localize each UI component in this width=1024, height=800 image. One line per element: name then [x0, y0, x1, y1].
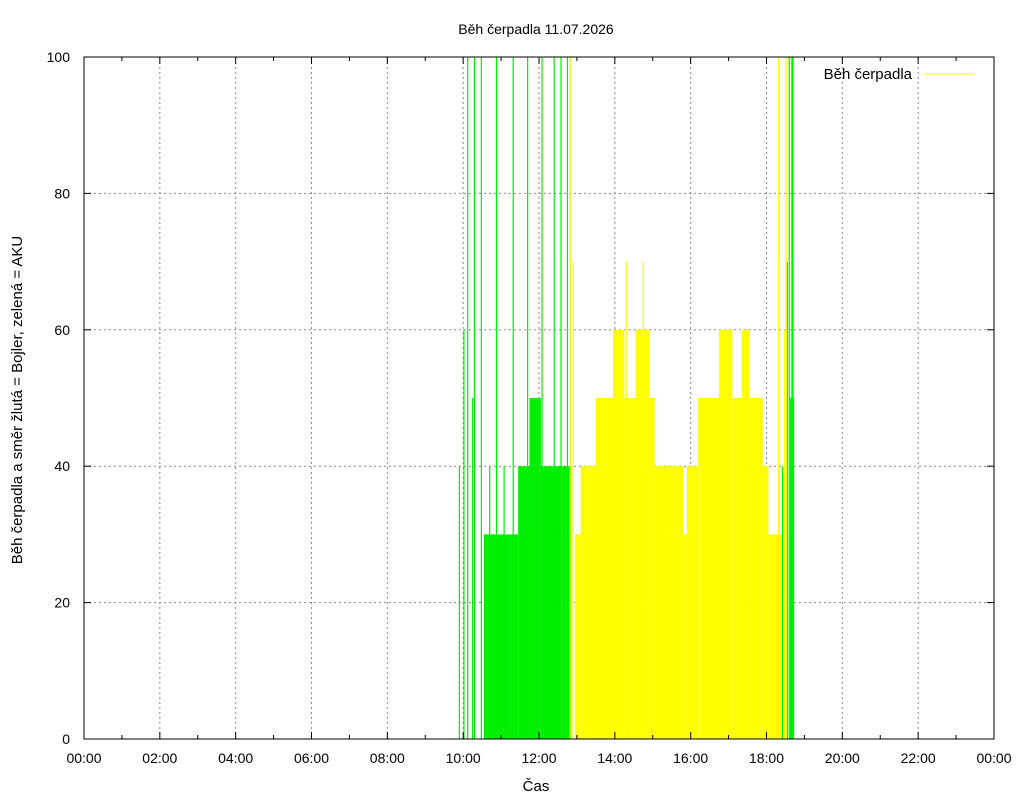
x-tick-label: 18:00 — [749, 750, 784, 766]
data-bars — [458, 57, 795, 739]
x-tick-label: 22:00 — [901, 750, 936, 766]
aku-run-block — [510, 534, 519, 739]
bojler-run-block — [719, 329, 733, 739]
bojler-run-block — [595, 398, 613, 739]
bojler-run-block — [749, 398, 763, 739]
y-tick-label: 100 — [47, 49, 71, 65]
bojler-run-block — [686, 466, 699, 739]
x-tick-label: 20:00 — [825, 750, 860, 766]
bojler-run-block — [580, 466, 596, 739]
bojler-run-block — [654, 466, 684, 739]
y-axis-title: Běh čerpadla a směr žlutá = Bojler, zele… — [9, 236, 26, 565]
bojler-run-block — [648, 398, 655, 739]
bojler-run-block — [683, 534, 687, 739]
x-tick-label: 06:00 — [294, 750, 329, 766]
x-tick-label: 10:00 — [446, 750, 481, 766]
axis-ticks: 00:00 02:00 04:00 06:00 08:00 10:00 12:00 14:00… — [47, 49, 1012, 766]
legend-label: Běh čerpadla — [824, 66, 913, 83]
legend: Běh čerpadla — [824, 66, 974, 83]
bojler-run-block — [698, 398, 720, 739]
aku-run-block — [529, 398, 541, 739]
x-tick-label: 08:00 — [370, 750, 405, 766]
x-tick-label: 12:00 — [521, 750, 556, 766]
x-tick-label: 04:00 — [218, 750, 253, 766]
y-tick-label: 60 — [54, 322, 70, 338]
bojler-run-block — [768, 534, 776, 739]
y-tick-label: 80 — [54, 185, 70, 201]
aku-run-block — [518, 466, 530, 739]
aku-run-block — [540, 466, 562, 739]
bojler-run-block — [624, 398, 636, 739]
bojler-run-block — [732, 398, 742, 739]
x-tick-label: 02:00 — [142, 750, 177, 766]
bojler-run-block — [575, 534, 581, 739]
y-tick-label: 40 — [54, 458, 70, 474]
x-tick-label: 00:00 — [976, 750, 1011, 766]
x-tick-label: 16:00 — [673, 750, 708, 766]
chart-title: Běh čerpadla 11.07.2026 — [458, 21, 614, 37]
x-axis-title: Čas — [523, 778, 550, 795]
y-tick-label: 20 — [54, 595, 70, 611]
bojler-run-block — [635, 329, 649, 739]
x-tick-label: 14:00 — [597, 750, 632, 766]
x-tick-label: 00:00 — [66, 750, 101, 766]
bojler-run-block — [762, 466, 769, 739]
bojler-run-block — [612, 329, 625, 739]
y-tick-label: 0 — [62, 731, 70, 747]
aku-run-block — [484, 534, 511, 739]
bojler-run-block — [741, 329, 750, 739]
aku-run-block — [561, 466, 572, 739]
